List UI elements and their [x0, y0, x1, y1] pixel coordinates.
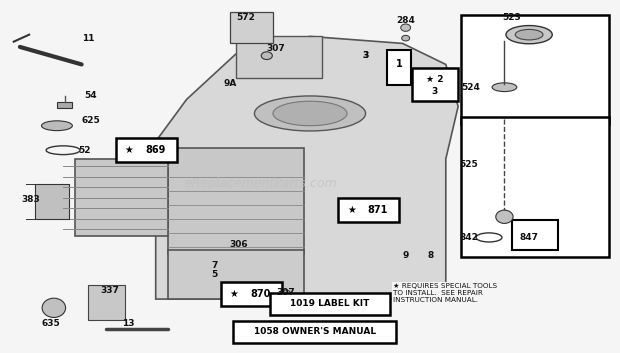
- Polygon shape: [76, 159, 168, 236]
- Bar: [233, 321, 396, 343]
- Text: ★: ★: [347, 205, 356, 215]
- Text: 5: 5: [211, 270, 218, 279]
- Ellipse shape: [42, 121, 73, 131]
- Bar: [461, 16, 609, 124]
- Text: 1019 LABEL KIT: 1019 LABEL KIT: [290, 299, 370, 309]
- Text: 635: 635: [42, 319, 60, 328]
- Ellipse shape: [254, 96, 366, 131]
- Bar: [168, 149, 304, 253]
- Bar: [35, 184, 69, 219]
- Text: 842: 842: [459, 233, 478, 242]
- Ellipse shape: [280, 290, 291, 298]
- Ellipse shape: [401, 24, 410, 31]
- Bar: [221, 282, 282, 306]
- Text: 3: 3: [432, 88, 438, 96]
- Text: 572: 572: [236, 13, 255, 22]
- Text: eReplacementParts.com: eReplacementParts.com: [184, 177, 337, 190]
- Text: 306: 306: [229, 240, 249, 249]
- Bar: [338, 198, 399, 222]
- Text: 13: 13: [122, 319, 134, 328]
- Text: 847: 847: [520, 233, 539, 242]
- Ellipse shape: [42, 298, 66, 317]
- Polygon shape: [168, 250, 304, 299]
- Text: 54: 54: [84, 91, 97, 101]
- Bar: [88, 285, 125, 320]
- Ellipse shape: [402, 35, 410, 41]
- Text: 1058 OWNER'S MANUAL: 1058 OWNER'S MANUAL: [254, 328, 376, 336]
- Text: 525: 525: [459, 160, 478, 169]
- Text: ★ REQUIRES SPECIAL TOOLS
TO INSTALL.  SEE REPAIR
INSTRUCTION MANUAL.: ★ REQUIRES SPECIAL TOOLS TO INSTALL. SEE…: [393, 283, 497, 303]
- Ellipse shape: [273, 101, 347, 126]
- Text: 625: 625: [81, 116, 100, 125]
- Ellipse shape: [496, 210, 513, 223]
- Text: ★: ★: [229, 289, 239, 299]
- Text: 870: 870: [250, 289, 271, 299]
- Ellipse shape: [492, 83, 516, 91]
- Text: 9A: 9A: [223, 79, 236, 88]
- Text: ★: ★: [125, 145, 133, 155]
- Text: 10: 10: [405, 282, 418, 291]
- Bar: [512, 220, 558, 250]
- Text: 307: 307: [276, 288, 294, 297]
- Text: ★ 2: ★ 2: [426, 75, 444, 84]
- Bar: [412, 68, 458, 101]
- Polygon shape: [156, 36, 458, 299]
- Text: 524: 524: [461, 83, 480, 92]
- Text: 11: 11: [82, 34, 94, 43]
- Bar: [387, 50, 410, 85]
- Text: 3: 3: [363, 51, 369, 60]
- Bar: [57, 102, 73, 108]
- Text: 9: 9: [402, 251, 409, 260]
- Text: 869: 869: [146, 145, 166, 155]
- Text: 52: 52: [79, 146, 91, 155]
- Bar: [270, 293, 390, 315]
- Text: 871: 871: [368, 205, 388, 215]
- Text: 7: 7: [211, 261, 218, 270]
- Bar: [115, 138, 177, 162]
- Text: 8: 8: [427, 251, 433, 260]
- Text: 1: 1: [396, 59, 402, 70]
- Bar: [461, 117, 609, 257]
- Ellipse shape: [515, 29, 543, 40]
- Text: 523: 523: [502, 13, 521, 22]
- Text: 337: 337: [100, 286, 119, 295]
- Text: 3: 3: [363, 51, 369, 60]
- Text: 307: 307: [267, 44, 285, 53]
- Text: 284: 284: [396, 16, 415, 25]
- Text: 383: 383: [22, 195, 40, 204]
- Ellipse shape: [506, 25, 552, 44]
- Polygon shape: [230, 12, 273, 43]
- Polygon shape: [236, 36, 322, 78]
- Ellipse shape: [261, 52, 272, 60]
